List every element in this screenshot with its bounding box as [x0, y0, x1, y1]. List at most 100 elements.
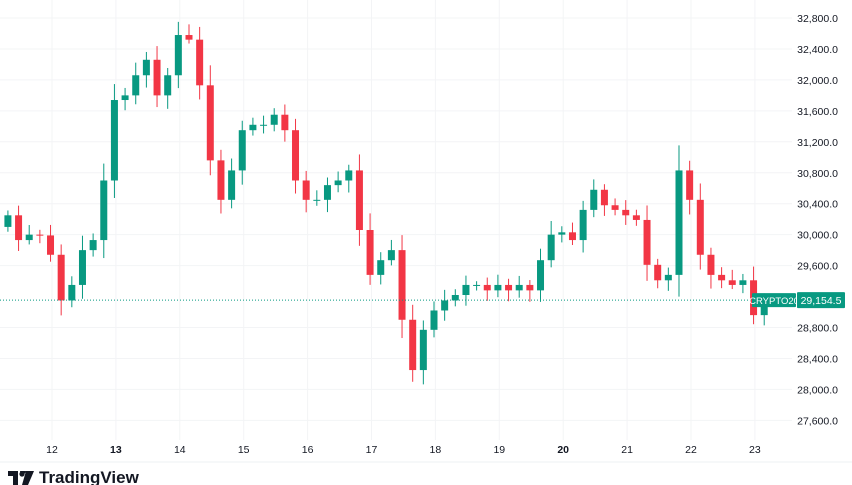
candle-body: [249, 124, 257, 131]
candle: [728, 269, 736, 290]
candle: [600, 184, 608, 216]
candle-body: [323, 185, 331, 200]
candle-body: [558, 232, 566, 235]
candle-body: [377, 260, 385, 275]
candle-body: [68, 284, 76, 301]
candle: [654, 258, 662, 289]
candle: [483, 277, 491, 301]
x-tick-label: 20: [557, 444, 569, 456]
candle: [494, 274, 502, 298]
candle: [377, 252, 385, 285]
y-tick-label: 32,400.0: [797, 44, 838, 56]
candle-body: [57, 254, 65, 301]
candle: [36, 229, 44, 244]
candle: [611, 198, 619, 216]
y-tick-label: 28,400.0: [797, 353, 838, 365]
y-tick-label: 30,000.0: [797, 230, 838, 242]
candle-body: [718, 274, 726, 281]
candle-body: [292, 130, 300, 181]
x-tick-label: 13: [110, 444, 122, 456]
candle: [430, 301, 438, 338]
candle-body: [174, 35, 182, 76]
x-tick-label: 22: [685, 444, 697, 456]
tradingview-logo: TradingView: [8, 468, 139, 485]
x-tick-label: 16: [302, 444, 314, 456]
candle-body: [739, 280, 747, 285]
candle: [185, 24, 193, 44]
candle-body: [590, 189, 598, 210]
candle-body: [686, 170, 694, 200]
candle: [260, 115, 268, 134]
candle: [579, 200, 587, 253]
candle: [696, 183, 704, 270]
symbol-label: CRYPTO20: [749, 296, 799, 307]
y-tick-label: 28,000.0: [797, 384, 838, 396]
candle-body: [632, 215, 640, 220]
candle: [632, 209, 640, 226]
y-tick-label: 32,800.0: [797, 13, 838, 25]
candle-body: [260, 124, 268, 126]
candle-body: [579, 209, 587, 241]
candle: [707, 247, 715, 289]
candle: [110, 84, 118, 198]
candle-body: [100, 180, 108, 241]
candle-body: [302, 180, 310, 200]
candle: [238, 120, 246, 185]
candle: [473, 281, 481, 291]
candle-body: [409, 319, 417, 371]
candle-body: [185, 35, 193, 40]
candle-body: [355, 170, 363, 231]
candle: [334, 171, 342, 193]
x-tick-label: 15: [238, 444, 250, 456]
candle: [281, 104, 289, 142]
candle: [387, 239, 395, 266]
y-tick-label: 27,600.0: [797, 415, 838, 427]
candle-body: [419, 329, 427, 371]
candle-body: [387, 250, 395, 261]
tradingview-logo-icon: [8, 471, 34, 485]
x-tick-label: 12: [46, 444, 58, 456]
candle: [718, 267, 726, 289]
y-tick-label: 29,600.0: [797, 261, 838, 273]
candlestick-chart[interactable]: 32,800.0 32,400.0 32,000.0 31,600.0 31,200.0…: [0, 0, 852, 465]
candle-body: [4, 215, 12, 227]
candle-body: [600, 189, 608, 206]
candle: [47, 224, 55, 262]
candle: [174, 21, 182, 89]
candle-body: [441, 300, 449, 311]
candle-body: [334, 180, 342, 186]
candle-body: [398, 250, 406, 320]
candle: [302, 170, 310, 213]
candle-body: [675, 170, 683, 275]
candle-body: [228, 170, 236, 200]
candle-body: [25, 234, 33, 241]
candle: [25, 225, 33, 245]
candle: [515, 275, 523, 298]
candle-body: [89, 240, 97, 251]
x-tick-label: 18: [430, 444, 442, 456]
candle-body: [654, 264, 662, 281]
candle: [89, 233, 97, 257]
candle: [419, 320, 427, 385]
candle-body: [153, 59, 161, 96]
candle: [558, 226, 566, 243]
candle: [526, 280, 534, 302]
candle: [664, 267, 672, 291]
candle: [622, 200, 630, 225]
candle-body: [270, 114, 278, 125]
candle-body: [483, 284, 491, 291]
y-tick-label: 31,600.0: [797, 106, 838, 118]
candle: [206, 65, 214, 176]
symbol-label-box: [752, 293, 796, 308]
candle: [739, 273, 747, 294]
candle: [196, 26, 204, 100]
candle-body: [515, 284, 523, 291]
candle-body: [664, 274, 672, 281]
candle: [142, 51, 150, 88]
candle-body: [345, 170, 353, 181]
candle: [409, 304, 417, 382]
candle-body: [568, 232, 576, 241]
candle: [153, 46, 161, 108]
candle: [675, 145, 683, 297]
